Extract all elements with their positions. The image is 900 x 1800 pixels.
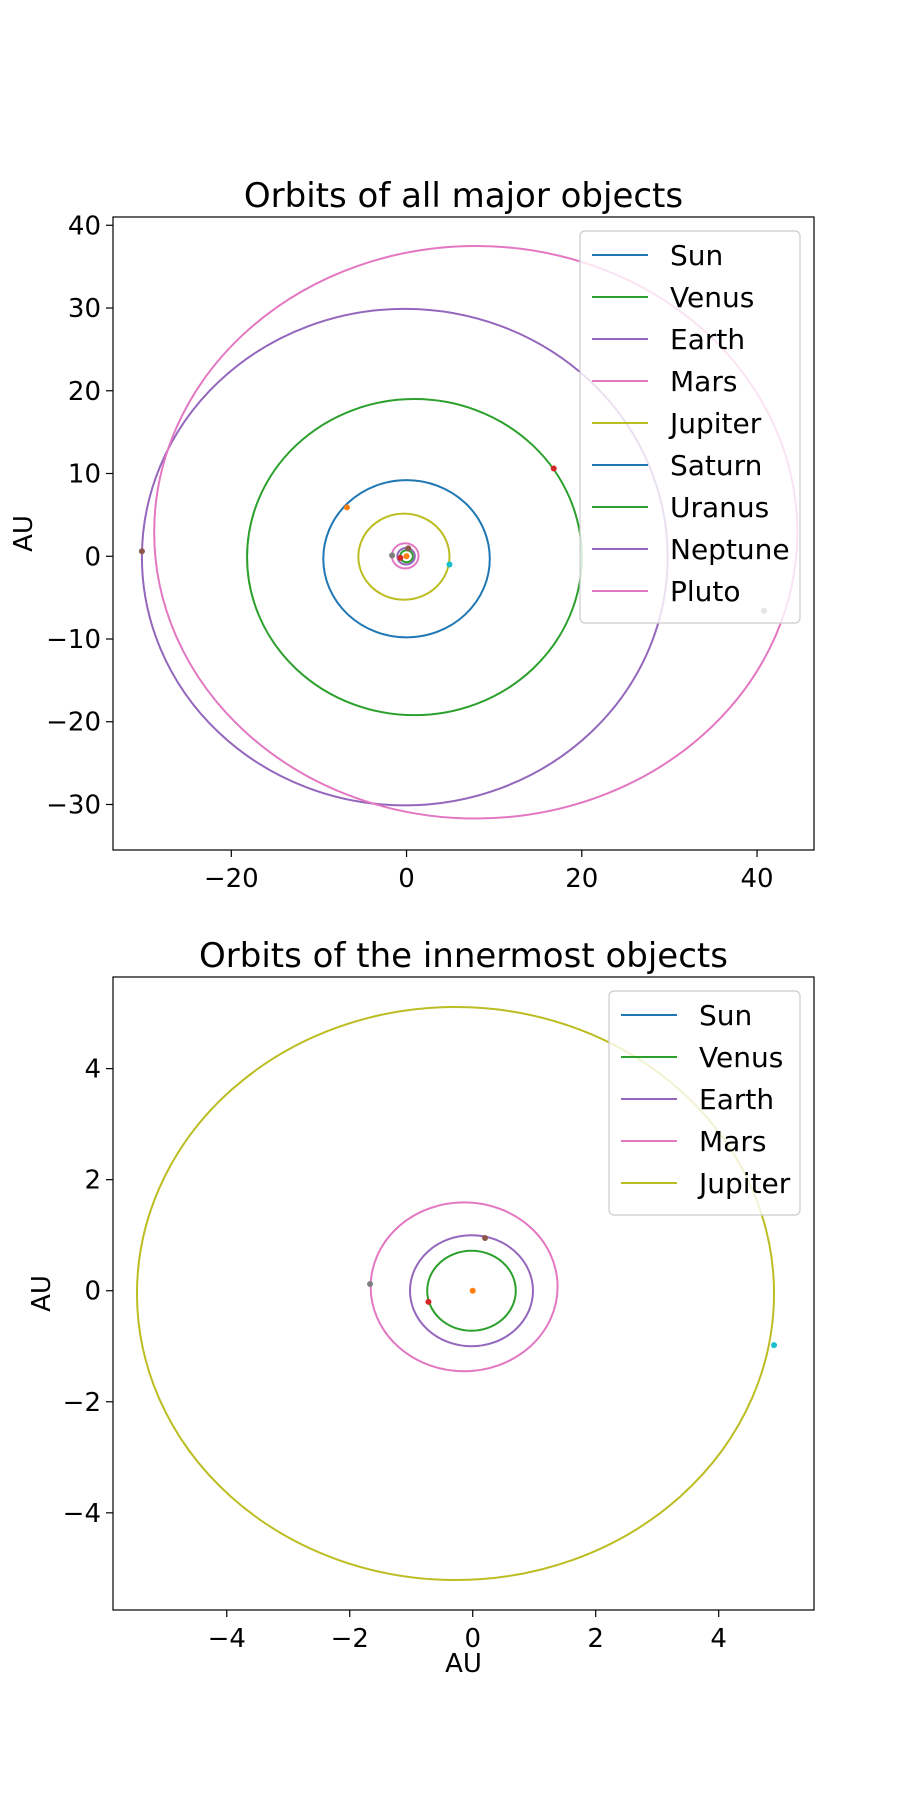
plot-area: [135, 1005, 778, 1582]
marker-venus: [425, 1298, 432, 1305]
legend-label-mars: Mars: [699, 1125, 766, 1158]
chart-title: Orbits of all major objects: [244, 176, 683, 216]
marker-saturn: [343, 504, 350, 511]
y-tick-label: −20: [46, 708, 101, 738]
marker-mars: [389, 552, 396, 559]
y-tick-label: 4: [84, 1055, 101, 1085]
y-axis-label: AU: [27, 1275, 57, 1312]
legend-label-sun: Sun: [699, 999, 752, 1032]
orbit-jupiter: [135, 1005, 776, 1582]
x-tick-label: 0: [464, 1624, 481, 1654]
marker-jupiter: [446, 561, 453, 568]
x-tick-label: −20: [204, 864, 259, 894]
legend-label-uranus: Uranus: [670, 491, 769, 524]
x-tick-label: −4: [208, 1624, 246, 1654]
y-tick-label: 0: [84, 1277, 101, 1307]
x-tick-label: 4: [710, 1624, 727, 1654]
legend-box: [579, 230, 801, 624]
marker-sun: [403, 553, 410, 560]
y-tick-label: 30: [68, 294, 101, 324]
y-tick-label: −4: [63, 1499, 101, 1529]
legend-label-venus: Venus: [699, 1041, 783, 1074]
legend: Sun Venus Earth Mars Jupiter: [608, 990, 801, 1216]
axes-frame: [112, 976, 815, 1611]
legend-label-neptune: Neptune: [670, 533, 790, 566]
marker-sun: [469, 1287, 476, 1294]
marker-earth: [482, 1234, 489, 1241]
chart-2: Orbits of the innermost objects −4 −2 0 2 4 −4…: [27, 936, 815, 1679]
y-tick-label: 20: [68, 377, 101, 407]
marker-neptune: [138, 548, 145, 555]
x-tick-label: 2: [587, 1624, 604, 1654]
y-tick-label: 10: [68, 460, 101, 490]
orbit-earth: [409, 1234, 534, 1348]
chart-1: Orbits of all major objects −20 0 20 40 −30 −2…: [9, 176, 815, 894]
marker-uranus: [550, 465, 557, 472]
legend-label-jupiter: Jupiter: [697, 1167, 791, 1200]
legend-label-earth: Earth: [699, 1083, 774, 1116]
y-tick-label: −10: [46, 625, 101, 655]
marker-jupiter: [771, 1342, 778, 1349]
marker-earth: [405, 545, 412, 552]
y-tick-label: −2: [63, 1388, 101, 1418]
x-tick-label: 0: [398, 864, 415, 894]
legend-label-saturn: Saturn: [670, 449, 762, 482]
x-axis-label: AU: [445, 1649, 482, 1679]
marker-mars: [367, 1281, 374, 1288]
chart-title: Orbits of the innermost objects: [199, 936, 728, 976]
legend-label-earth: Earth: [670, 323, 745, 356]
y-tick-label: 2: [84, 1166, 101, 1196]
axes-frame: [112, 216, 815, 851]
legend-label-venus: Venus: [670, 281, 754, 314]
orbit-jupiter: [357, 512, 451, 601]
y-tick-label: −30: [46, 790, 101, 820]
legend-label-mars: Mars: [670, 365, 737, 398]
legend-box: [608, 990, 801, 1216]
orbit-saturn: [322, 479, 491, 639]
legend-label-sun: Sun: [670, 239, 723, 272]
x-tick-label: −2: [331, 1624, 369, 1654]
marker-venus: [397, 554, 404, 561]
x-tick-label: 20: [565, 864, 598, 894]
y-axis-label: AU: [9, 515, 39, 552]
legend-label-jupiter: Jupiter: [668, 407, 762, 440]
orbit-venus: [426, 1249, 517, 1332]
x-tick-label: 40: [740, 864, 773, 894]
legend-label-pluto: Pluto: [670, 575, 741, 608]
legend: Sun Venus Earth Mars Jupiter Saturn Uranus Nept…: [579, 230, 801, 624]
y-tick-label: 0: [84, 542, 101, 572]
y-tick-label: 40: [68, 211, 101, 241]
